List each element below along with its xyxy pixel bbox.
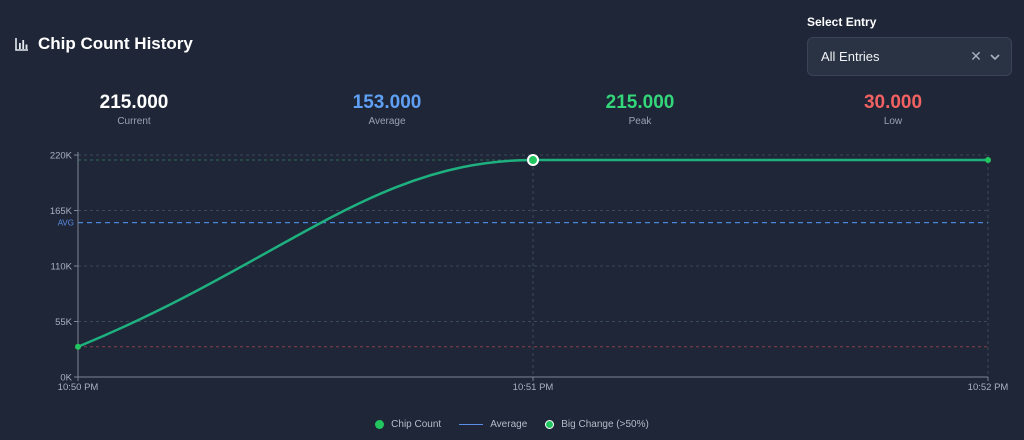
y-tick-label: 165K xyxy=(50,206,73,217)
select-entry-label: Select Entry xyxy=(807,15,877,29)
legend-dot-icon xyxy=(375,420,385,429)
stat-low-label: Low xyxy=(883,116,903,127)
stat-low-value: 30.000 xyxy=(863,92,923,113)
stat-average-label: Average xyxy=(368,116,406,127)
legend-chip-count[interactable]: Chip Count xyxy=(375,419,441,430)
stats-row: 215.000 Current 153.000 Average 215.000 … xyxy=(0,92,1024,132)
stat-peak-label: Peak xyxy=(628,116,652,127)
entry-select[interactable]: All Entries ✕ xyxy=(807,37,1012,76)
x-tick-label: 10:50 PM xyxy=(58,382,99,393)
legend-ring-icon xyxy=(545,420,555,429)
bar-chart-icon xyxy=(15,38,28,51)
y-tick-label: 110K xyxy=(51,262,73,273)
x-tick-label: 10:51 PM xyxy=(513,382,554,393)
legend-average-label: Average xyxy=(490,419,528,430)
close-icon[interactable]: ✕ xyxy=(970,48,982,64)
page-title: Chip Count History xyxy=(38,34,193,53)
y-tick-label: 220K xyxy=(50,151,73,162)
legend-chip-count-label: Chip Count xyxy=(391,419,442,430)
chart-header: Chip Count History xyxy=(14,34,193,54)
stat-peak-value: 215.000 xyxy=(605,92,675,113)
big-change-point xyxy=(527,154,539,167)
stat-average: 153.000 Average xyxy=(287,92,487,127)
legend-average[interactable]: Average xyxy=(459,419,527,430)
stat-average-value: 153.000 xyxy=(352,92,422,113)
chevron-down-icon[interactable] xyxy=(989,51,1001,63)
legend-line-icon xyxy=(459,424,484,425)
stat-current: 215.000 Current xyxy=(34,92,234,127)
stat-current-label: Current xyxy=(117,116,151,127)
legend-big-change[interactable]: Big Change (>50%) xyxy=(545,419,649,430)
x-tick-label: 10:52 PM xyxy=(968,382,1009,393)
chip-count-point xyxy=(985,157,991,164)
average-tick-label: AVG xyxy=(58,219,74,228)
y-tick-label: 0K xyxy=(60,373,72,384)
chart-legend: Chip Count Average Big Change (>50%) xyxy=(0,419,1024,430)
chip-count-point xyxy=(75,343,81,350)
stat-current-value: 215.000 xyxy=(99,92,169,113)
stat-low: 30.000 Low xyxy=(793,92,993,127)
stat-peak: 215.000 Peak xyxy=(540,92,740,127)
y-tick-label: 55K xyxy=(55,317,73,328)
legend-big-change-label: Big Change (>50%) xyxy=(561,419,649,430)
entry-select-value: All Entries xyxy=(821,49,880,64)
